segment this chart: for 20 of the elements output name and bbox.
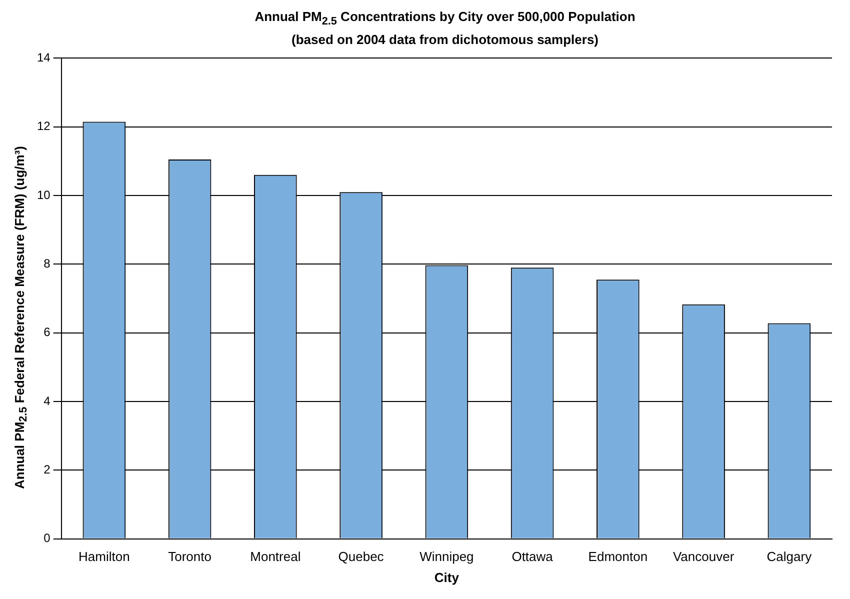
x-tick-label: Calgary xyxy=(766,548,812,564)
chart-subtitle: (based on 2004 data from dichotomous samplers) xyxy=(290,30,600,48)
x-tick-label: Ottawa xyxy=(512,548,554,564)
x-tick-label: Winnipeg xyxy=(420,548,474,564)
y-tick-label: 2 xyxy=(44,462,51,476)
y-tick-label: 10 xyxy=(36,187,51,202)
x-tick-label: Edmonton xyxy=(588,548,648,564)
y-tick-label: 6 xyxy=(44,324,51,339)
y-tick-label: 14 xyxy=(36,50,51,64)
y-tick-label: 4 xyxy=(44,393,51,408)
y-tick-label: 0 xyxy=(44,530,51,545)
x-tick-label: Hamilton xyxy=(78,548,130,564)
x-tick-label: Toronto xyxy=(168,548,212,564)
x-tick-label: Montreal xyxy=(250,548,301,564)
x-axis-title: City xyxy=(434,569,460,584)
y-tick-label: 12 xyxy=(36,118,51,133)
x-tick-label: Quebec xyxy=(338,548,384,564)
x-tick-label: Vancouver xyxy=(672,548,735,564)
chart-title: Annual PM$_{2.5}$ Concentrations by City over 500,000 Population xyxy=(254,8,636,30)
y-tick-label: 8 xyxy=(44,256,51,270)
